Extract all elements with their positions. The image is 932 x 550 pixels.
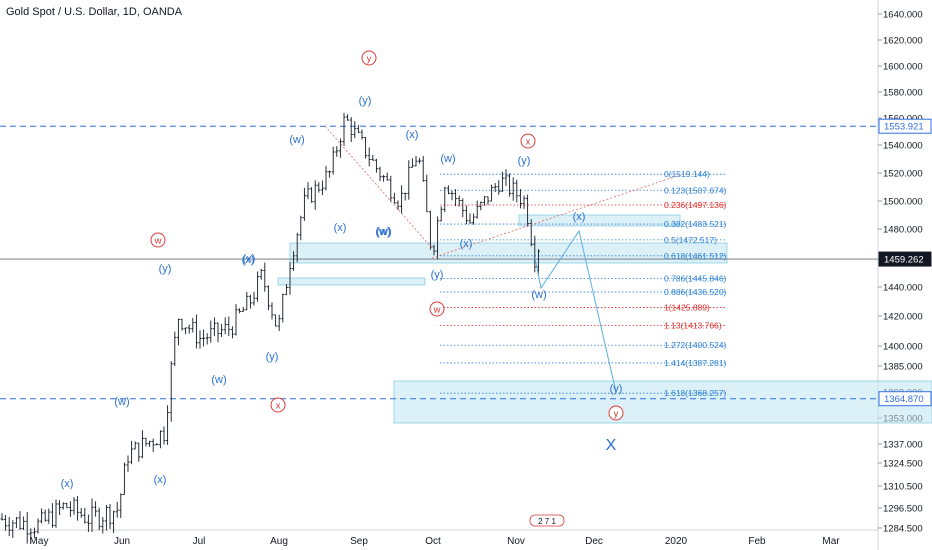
wave-label: (x): [460, 238, 473, 250]
wave-label: (x): [573, 211, 586, 223]
fib-level-label: 0.886(1436.520): [664, 287, 727, 297]
trend-line: [324, 125, 433, 249]
major-wave-label: x: [276, 401, 281, 412]
major-wave-circle: [429, 301, 445, 317]
wave-label: (y): [159, 263, 172, 275]
y-tick-label: 1540.000: [883, 141, 923, 152]
wave-label: (w): [289, 134, 304, 146]
fib-level-label: 0(1519.144): [664, 169, 710, 179]
fib-level-label: 1.618(1368.257): [664, 388, 727, 398]
wave-label: (x): [154, 474, 167, 486]
y-tick-label: 1440.000: [883, 283, 923, 294]
y-tick-label: 1520.000: [883, 169, 923, 180]
major-wave-circle: [270, 397, 286, 413]
fib-level-label: 0.123(1507.674): [664, 185, 727, 195]
target-zone: [518, 214, 681, 227]
y-tick-label: 1620.000: [883, 36, 923, 47]
y-tick-label: 1310.500: [883, 482, 923, 493]
x-tick-label: Aug: [270, 536, 288, 547]
fib-level-label: 0.236(1497.136): [664, 200, 727, 210]
target-zone: [393, 380, 932, 424]
y-tick-label: 1500.000: [883, 197, 923, 208]
major-wave-circle: [608, 405, 624, 421]
target-zone: [277, 277, 426, 286]
projection-path: [534, 229, 617, 393]
wave-label: (w): [114, 396, 129, 408]
x-tick-label: Jul: [193, 536, 206, 547]
big-wave-label: X: [606, 437, 617, 454]
major-wave-label: y: [367, 54, 372, 65]
fib-level-label: 1.13(1413.766): [664, 320, 722, 330]
event-badge: [529, 514, 565, 527]
wave-label: (w): [531, 289, 546, 301]
x-tick-label: Sep: [350, 536, 368, 547]
major-wave-label: y: [614, 409, 619, 420]
y-tick-label: 1420.000: [883, 312, 923, 323]
major-wave-circle: [361, 50, 377, 66]
price-tag-label: 1459.262: [884, 255, 924, 266]
major-wave-circle: [520, 133, 536, 149]
x-tick-label: Jun: [114, 536, 130, 547]
price-tag-label: 1364.870: [884, 394, 924, 405]
price-tag-label: 1553.921: [884, 122, 924, 133]
x-tick-label: Dec: [585, 536, 603, 547]
y-tick-label: 1580.000: [883, 88, 923, 99]
wave-label: (w): [440, 153, 455, 165]
fib-level-label: 0.786(1445.846): [664, 274, 727, 284]
y-tick-label: 1296.500: [883, 504, 923, 515]
wave-label: (y): [431, 269, 444, 281]
fib-level-label: 0.618(1461.512): [664, 251, 727, 261]
major-wave-circle: [150, 232, 166, 248]
price-tag: [878, 391, 932, 407]
wave-label: (w): [211, 374, 226, 386]
major-wave-label: w: [154, 236, 162, 247]
wave-label: (x): [61, 478, 74, 490]
wave-label: (y): [610, 383, 623, 395]
y-tick-label: 1600.000: [883, 62, 923, 73]
y-tick-label: 1480.000: [883, 225, 923, 236]
y-tick-label: 1400.000: [883, 342, 923, 353]
wave-label: (x): [334, 222, 347, 234]
x-tick-label: Oct: [425, 536, 441, 547]
major-wave-label: x: [526, 137, 531, 148]
target-zone: [289, 242, 728, 264]
wave-label: (x): [243, 253, 256, 265]
y-tick-label: 1385.000: [883, 362, 923, 373]
trend-line: [431, 174, 681, 259]
x-tick-label: Nov: [507, 536, 525, 547]
price-tag: [878, 251, 932, 267]
fib-level-label: 0.5(1472.517): [664, 235, 717, 245]
y-tick-label: 1284.500: [883, 524, 923, 535]
fib-level-label: 1(1425.889): [664, 302, 710, 312]
price-tag: [878, 118, 932, 134]
fib-level-label: 0.382(1483.521): [664, 219, 727, 229]
wave-label: (y): [359, 95, 372, 107]
fib-level-label: 1.414(1387.281): [664, 358, 727, 368]
chart-title: Gold Spot / U.S. Dollar, 1D, OANDA: [6, 6, 183, 18]
wave-label: (y): [266, 351, 279, 363]
x-tick-label: Mar: [822, 536, 840, 547]
x-tick-label: May: [30, 536, 49, 547]
x-tick-label: 2020: [665, 536, 688, 547]
wave-label: (y): [518, 155, 531, 167]
wave-label: (w): [375, 226, 390, 238]
wave-label: (w): [376, 226, 391, 238]
event-badge-label: 2 7 1: [538, 517, 556, 526]
wave-label: (x): [406, 129, 419, 141]
major-wave-label: w: [433, 305, 441, 316]
y-tick-label: 1337.000: [883, 440, 923, 451]
fib-level-label: 1.272(1400.524): [664, 340, 727, 350]
x-tick-label: Feb: [748, 536, 766, 547]
y-tick-label: 1324.500: [883, 459, 923, 470]
y-tick-label: 1640.000: [883, 10, 923, 21]
wave-label: (x): [242, 254, 255, 266]
